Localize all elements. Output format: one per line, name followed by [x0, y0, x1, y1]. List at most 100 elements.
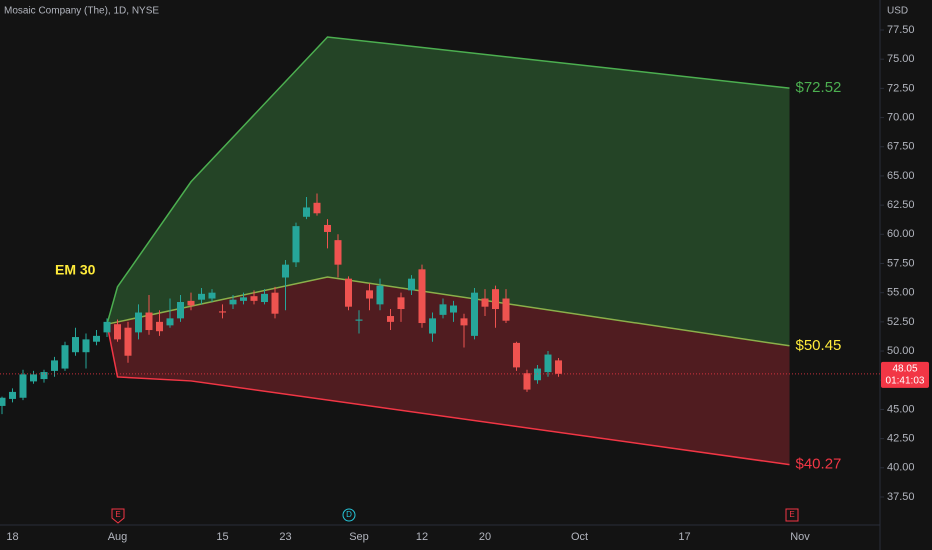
candle-body: [103, 321, 111, 333]
candle-body: [51, 360, 58, 371]
x-tick-label: 15: [216, 531, 228, 543]
event-label: E: [789, 510, 794, 519]
range-label: $50.45: [796, 337, 842, 354]
candle-body: [387, 316, 394, 322]
currency: USD: [887, 6, 908, 17]
candle-body: [502, 298, 510, 321]
candle-body: [9, 391, 16, 399]
marks: [0, 193, 562, 415]
y-tick-label: 45.00: [887, 403, 915, 415]
last-price-box: [881, 361, 929, 388]
range-label: $72.52: [796, 79, 842, 96]
candle-body: [366, 290, 373, 299]
candle-body: [19, 374, 27, 398]
candle-body: [82, 339, 90, 353]
y-tick-label: 57.50: [887, 257, 915, 269]
countdown: 01:41:03: [886, 375, 925, 386]
y-tick-label: 77.50: [887, 24, 915, 36]
candle-body: [30, 374, 37, 382]
y-tick-label: 62.50: [887, 199, 915, 211]
candle-body: [513, 342, 520, 368]
candle-body: [408, 278, 415, 291]
candle-body: [523, 373, 531, 390]
candle-body: [555, 360, 562, 374]
candle-body: [61, 345, 69, 369]
chart-title: Mosaic Company (The), 1D, NYSE: [4, 6, 159, 17]
y-tick-label: 37.50: [887, 491, 915, 503]
candle-body: [429, 318, 436, 334]
x-tick-label: Oct: [571, 531, 588, 543]
candle-body: [271, 292, 279, 314]
event-label: D: [346, 510, 352, 519]
candle-body: [261, 293, 268, 303]
y-tick-label: 42.50: [887, 433, 915, 445]
y-tick-label: 72.50: [887, 82, 915, 94]
event-icon: [785, 508, 799, 522]
candle-body: [166, 318, 174, 326]
fills: [106, 36, 790, 466]
candle-body: [313, 202, 321, 214]
candle-body: [492, 289, 499, 310]
annotation: EM 30: [55, 262, 96, 278]
event-label: E: [115, 510, 120, 519]
candle-body: [240, 297, 247, 301]
candle-body: [544, 354, 552, 373]
x-tick-label: Nov: [790, 531, 810, 543]
y-tick-label: 52.50: [887, 316, 915, 328]
candle-body: [345, 278, 352, 307]
candle-body: [303, 207, 310, 217]
candle-body: [355, 319, 363, 321]
candle-body: [40, 372, 48, 380]
candle-body: [198, 293, 205, 300]
candle-body: [376, 285, 384, 305]
y-tick-label: 65.00: [887, 170, 915, 182]
candle-body: [481, 298, 489, 307]
candle-body: [334, 240, 342, 265]
candle-body: [471, 292, 478, 336]
candle-body: [114, 324, 121, 340]
y-tick-label: 60.00: [887, 228, 915, 240]
last-price-label: 48.05: [892, 363, 917, 374]
x-tick-label: 20: [479, 531, 491, 543]
x-tick-label: Aug: [108, 531, 128, 543]
range-label: $40.27: [796, 456, 842, 473]
candle-body: [324, 224, 331, 232]
candle-body: [187, 300, 195, 306]
candle-body: [0, 397, 6, 406]
y-tick-label: 75.00: [887, 53, 915, 65]
x-tick-label: 18: [6, 531, 18, 543]
range-line: [106, 36, 790, 325]
candle-body: [135, 312, 142, 333]
candle-body: [229, 299, 237, 305]
y-tick-label: 70.00: [887, 111, 915, 123]
y-tick-label: 50.00: [887, 345, 915, 357]
candle-body: [418, 269, 426, 324]
y-tick-label: 55.00: [887, 287, 915, 299]
candle-body: [219, 311, 226, 313]
event-icon: [342, 508, 356, 522]
candle-body: [450, 305, 457, 313]
candle-body: [177, 302, 184, 319]
y-tick-label: 40.00: [887, 462, 915, 474]
event-icon: [111, 508, 125, 524]
y-tick-label: 67.50: [887, 141, 915, 153]
x-tick-label: 23: [279, 531, 291, 543]
candle-body: [292, 226, 300, 263]
candle-body: [282, 264, 289, 278]
x-tick-label: Sep: [349, 531, 369, 543]
event-marker: E D E: [111, 508, 799, 524]
candle-body: [124, 327, 132, 356]
candle-body: [534, 368, 541, 381]
upper-area: [107, 37, 790, 346]
candle-body: [156, 321, 163, 332]
candle-body: [72, 337, 79, 353]
candle-body: [145, 312, 153, 331]
range-line: [106, 324, 790, 466]
candle-body: [93, 335, 100, 342]
lower-area: [107, 277, 790, 465]
candle-body: [208, 292, 216, 299]
candle-body: [460, 318, 468, 326]
